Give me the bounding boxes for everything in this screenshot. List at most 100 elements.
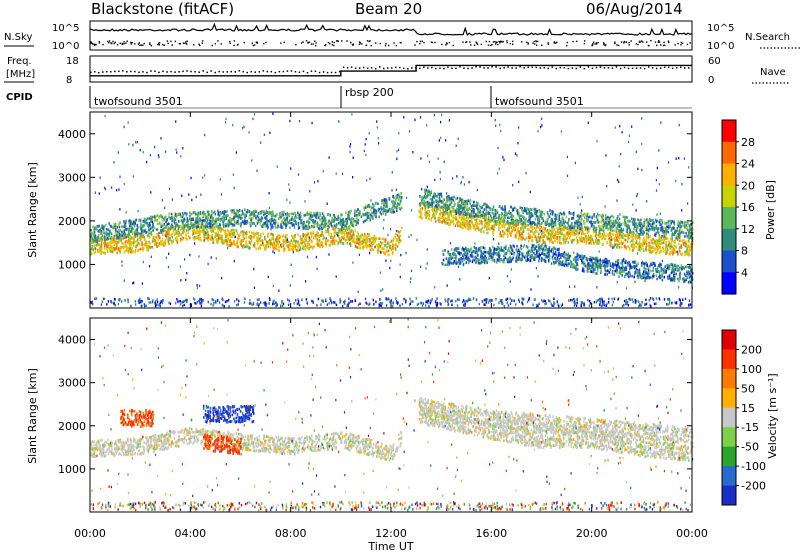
heatmap-cell xyxy=(648,222,650,225)
heatmap-cell xyxy=(348,305,349,308)
heatmap-cell xyxy=(260,244,262,247)
heatmap-cell xyxy=(193,236,195,239)
heatmap-cell xyxy=(633,232,635,235)
nsearch-point xyxy=(498,41,499,42)
heatmap-cell xyxy=(201,300,202,303)
heatmap-cell xyxy=(574,222,576,225)
nsearch-point xyxy=(639,41,640,42)
nave-point xyxy=(403,68,405,70)
heatmap-cell xyxy=(444,214,446,217)
heatmap-cell xyxy=(355,300,356,303)
heatmap-cell xyxy=(501,214,503,217)
heatmap-cell xyxy=(272,211,274,214)
nave-point xyxy=(315,71,317,73)
heatmap-cell xyxy=(656,297,657,300)
heatmap-cell xyxy=(561,231,563,234)
heatmap-cell xyxy=(230,236,232,239)
heatmap-cell xyxy=(248,217,250,220)
heatmap-cell xyxy=(227,229,229,232)
heatmap-cell xyxy=(367,244,369,247)
nave-point xyxy=(471,67,473,69)
heatmap-cell xyxy=(154,218,156,221)
heatmap-cell xyxy=(279,235,281,238)
heatmap-cell xyxy=(378,243,380,246)
nsearch-point xyxy=(366,45,367,46)
heatmap-cell xyxy=(502,230,504,233)
nave-point xyxy=(624,67,626,69)
heatmap-cell xyxy=(540,236,542,239)
nave-point xyxy=(467,68,469,70)
nave-point xyxy=(552,66,554,68)
heatmap-cell xyxy=(139,243,141,246)
nsearch-point xyxy=(486,41,487,42)
heatmap-cell xyxy=(537,305,538,308)
nave-point xyxy=(311,70,313,72)
heatmap-cell xyxy=(663,250,665,253)
heatmap-cell xyxy=(155,243,157,246)
heatmap-cell xyxy=(520,215,522,218)
heatmap-cell xyxy=(270,240,272,243)
heatmap-cell xyxy=(425,205,427,208)
heatmap-cell xyxy=(430,198,432,201)
heatmap-cell xyxy=(660,246,662,249)
nsearch-point xyxy=(107,41,108,42)
nave-point xyxy=(351,66,353,68)
nave-point xyxy=(628,68,630,70)
heatmap-cell xyxy=(686,250,688,253)
heatmap-cell xyxy=(395,297,396,300)
heatmap-cell xyxy=(436,212,438,215)
nsearch-point xyxy=(202,42,203,43)
heatmap-cell xyxy=(671,240,673,243)
freq-tick-top: 18 xyxy=(66,56,79,67)
heatmap-cell xyxy=(209,238,211,241)
heatmap-cell xyxy=(609,237,611,240)
heatmap-cell xyxy=(316,231,318,234)
nsearch-point xyxy=(521,41,522,42)
heatmap-cell xyxy=(350,300,351,303)
heatmap-cell xyxy=(484,299,485,302)
nave-point xyxy=(222,71,224,73)
heatmap-cell xyxy=(315,237,317,240)
heatmap-cell xyxy=(617,298,618,301)
heatmap-cell xyxy=(298,304,299,307)
nsearch-point xyxy=(341,40,342,41)
heatmap-cell xyxy=(148,241,150,244)
nave-point xyxy=(620,68,622,70)
heatmap-cell xyxy=(504,231,506,234)
heatmap-cell xyxy=(421,188,423,191)
heatmap-cell xyxy=(648,245,650,248)
heatmap-cell xyxy=(507,301,508,304)
nave-point xyxy=(568,68,570,70)
heatmap-cell xyxy=(529,237,531,240)
nsearch-point xyxy=(488,45,489,46)
heatmap-cell xyxy=(467,227,469,230)
heatmap-cell xyxy=(650,297,651,300)
heatmap-cell xyxy=(363,221,365,224)
heatmap-cell xyxy=(628,245,630,248)
heatmap-cell xyxy=(260,301,261,304)
heatmap-cell xyxy=(260,240,262,243)
nsearch-point xyxy=(333,45,334,46)
heatmap-cell xyxy=(558,238,560,241)
nsearch-point xyxy=(313,43,314,44)
heatmap-cell xyxy=(667,237,669,240)
heatmap-cell xyxy=(509,232,511,235)
nsearch-point xyxy=(687,44,688,45)
heatmap-cell xyxy=(249,241,251,244)
nave-point xyxy=(632,68,634,70)
heatmap-cell xyxy=(321,299,322,302)
heatmap-cell xyxy=(554,237,556,240)
heatmap-cell xyxy=(179,300,180,303)
heatmap-cell xyxy=(254,236,256,239)
heatmap-cell xyxy=(636,235,638,238)
heatmap-cell xyxy=(434,217,436,220)
heatmap-cell xyxy=(429,210,431,213)
heatmap-cell xyxy=(679,250,681,253)
heatmap-cell xyxy=(395,243,397,246)
heatmap-cell xyxy=(474,215,476,218)
nsky-trace xyxy=(90,24,692,35)
heatmap-cell xyxy=(680,304,681,307)
heatmap-cell xyxy=(342,305,343,308)
heatmap-cell xyxy=(618,219,620,222)
heatmap-cell xyxy=(386,304,387,307)
